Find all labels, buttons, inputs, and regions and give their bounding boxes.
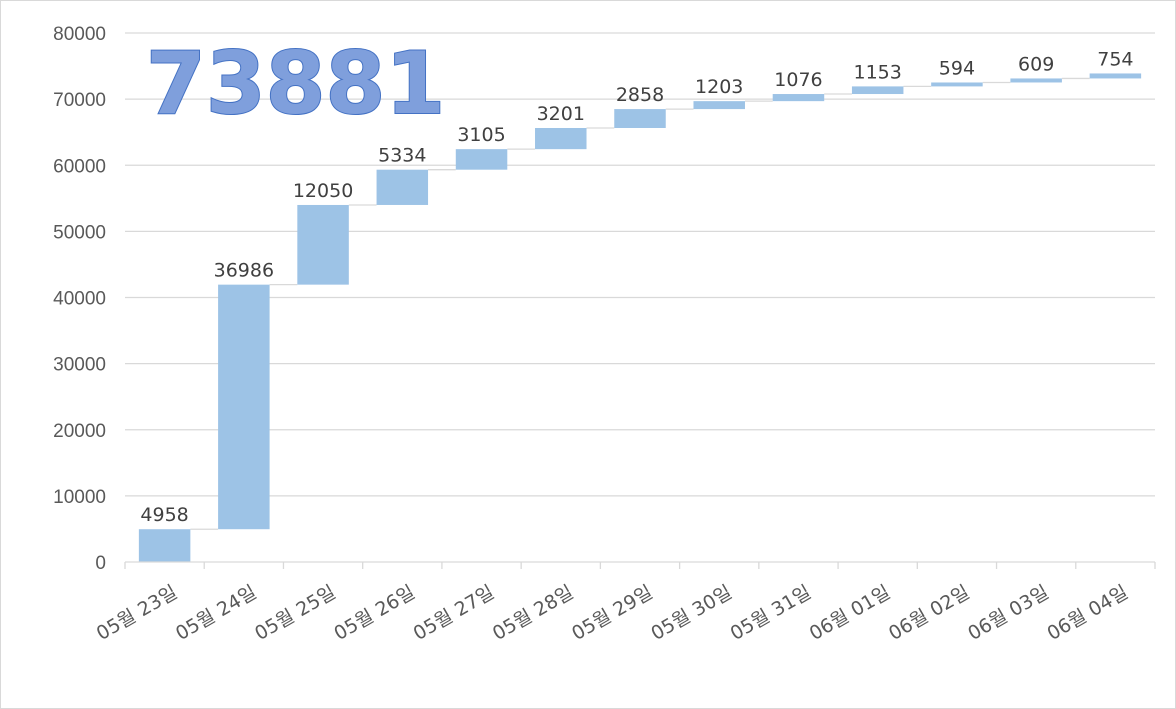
x-tick-label: 05월 26일 <box>330 581 418 645</box>
x-tick-label: 05월 28일 <box>489 581 577 645</box>
x-tick-label: 06월 01일 <box>806 581 894 645</box>
data-label: 594 <box>939 57 975 79</box>
waterfall-bar <box>614 109 666 128</box>
data-label: 1203 <box>695 76 743 98</box>
data-label: 36986 <box>214 260 274 282</box>
x-tick-label: 06월 02일 <box>885 581 973 645</box>
y-tick-label: 0 <box>95 553 106 574</box>
waterfall-bar <box>376 169 429 205</box>
waterfall-bar <box>1089 73 1142 79</box>
x-tick-label: 05월 30일 <box>647 581 735 645</box>
y-tick-label: 70000 <box>53 90 106 111</box>
x-tick-label: 05월 25일 <box>251 581 339 645</box>
waterfall-bar <box>693 101 745 110</box>
data-label: 609 <box>1018 53 1054 75</box>
data-label: 3201 <box>537 103 585 125</box>
waterfall-bar <box>297 204 349 285</box>
total-count-label: 73881 <box>146 34 445 134</box>
y-tick-label: 30000 <box>53 355 106 376</box>
x-tick-label: 06월 03일 <box>964 581 1052 645</box>
data-label: 4958 <box>140 504 188 526</box>
y-tick-label: 60000 <box>53 156 106 177</box>
x-tick-label: 05월 24일 <box>172 581 260 645</box>
data-label: 1076 <box>774 69 822 91</box>
waterfall-bar <box>851 86 904 95</box>
x-tick-label: 05월 31일 <box>727 581 815 645</box>
data-label: 2858 <box>616 84 664 106</box>
data-label: 754 <box>1097 48 1133 70</box>
x-tick-label: 05월 23일 <box>93 581 181 645</box>
waterfall-bar <box>931 82 983 87</box>
x-tick-label: 05월 27일 <box>410 581 498 645</box>
waterfall-bar <box>138 529 191 562</box>
y-tick-label: 20000 <box>53 421 106 442</box>
y-tick-label: 40000 <box>53 289 106 310</box>
x-tick-label: 06월 04일 <box>1043 581 1131 645</box>
data-label: 12050 <box>293 180 353 202</box>
data-label: 5334 <box>378 145 426 167</box>
waterfall-bar <box>535 127 587 150</box>
waterfall-bar <box>218 284 270 530</box>
data-label: 1153 <box>854 61 902 83</box>
waterfall-bar <box>455 149 508 170</box>
waterfall-bar <box>772 94 825 102</box>
data-label: 3105 <box>457 124 505 146</box>
waterfall-bar <box>1010 78 1062 83</box>
y-tick-label: 50000 <box>53 222 106 243</box>
y-tick-label: 80000 <box>53 24 106 45</box>
y-tick-label: 10000 <box>53 487 106 508</box>
x-tick-label: 05월 29일 <box>568 581 656 645</box>
